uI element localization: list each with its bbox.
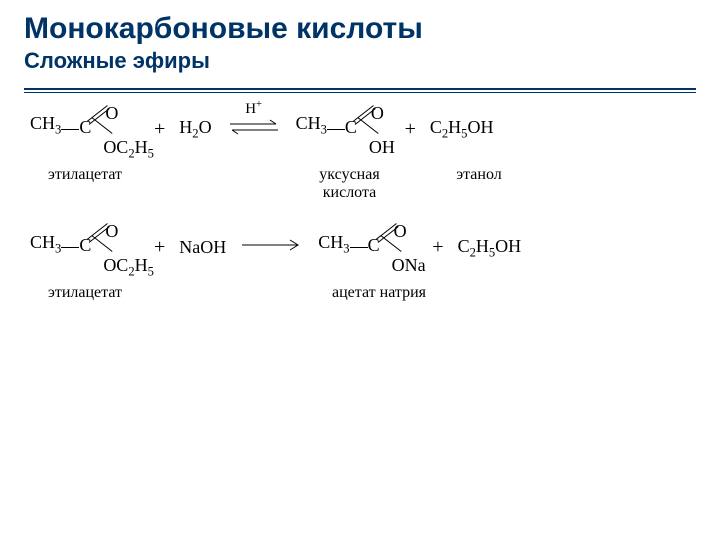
label-acetic-acid: уксуснаякислота bbox=[302, 166, 397, 202]
forward-arrow bbox=[240, 237, 304, 268]
plus-sign: + bbox=[405, 118, 416, 151]
label-ethyl-acetate: этилацетат bbox=[30, 166, 140, 202]
plus-sign: + bbox=[154, 236, 165, 269]
divider-thick bbox=[24, 88, 696, 90]
molecule-ethyl-acetate-1: CH3 C O OC2H5 bbox=[30, 113, 140, 156]
label-sodium-acetate: ацетат натрия bbox=[324, 284, 434, 302]
equilibrium-arrow-icon bbox=[226, 117, 282, 137]
page-title: Монокарбоновые кислоты bbox=[24, 12, 696, 46]
reaction-2-labels: этилацетат ацетат натрия bbox=[30, 284, 690, 302]
label-ethanol: этанол bbox=[439, 166, 519, 202]
molecule-ethanol: C2H5OH bbox=[430, 117, 494, 152]
reactions-area: CH3 C O OC2H5 + H2O H+ bbox=[0, 93, 720, 352]
page-subtitle: Сложные эфиры bbox=[24, 48, 696, 74]
plus-sign: + bbox=[432, 236, 443, 269]
reaction-2: CH3 C O OC2H5 + NaOH CH3 bbox=[30, 232, 690, 275]
molecule-acetic-acid: CH3 C O OH bbox=[296, 113, 391, 156]
molecule-sodium-acetate: CH3 C O ONa bbox=[318, 232, 418, 275]
molecule-ethanol-2: C2H5OH bbox=[458, 236, 522, 271]
plus-sign: + bbox=[154, 118, 165, 151]
header: Монокарбоновые кислоты Сложные эфиры bbox=[0, 0, 720, 82]
molecule-naoh: NaOH bbox=[179, 237, 226, 268]
molecule-water: H2O bbox=[179, 117, 211, 152]
reaction-1: CH3 C O OC2H5 + H2O H+ bbox=[30, 113, 690, 156]
label-ethyl-acetate-2: этилацетат bbox=[30, 284, 140, 302]
forward-arrow-icon bbox=[240, 237, 304, 253]
reaction-1-labels: этилацетат уксуснаякислота этанол bbox=[30, 166, 690, 202]
equilibrium-arrow: H+ bbox=[226, 117, 282, 152]
molecule-ethyl-acetate-2: CH3 C O OC2H5 bbox=[30, 232, 140, 275]
